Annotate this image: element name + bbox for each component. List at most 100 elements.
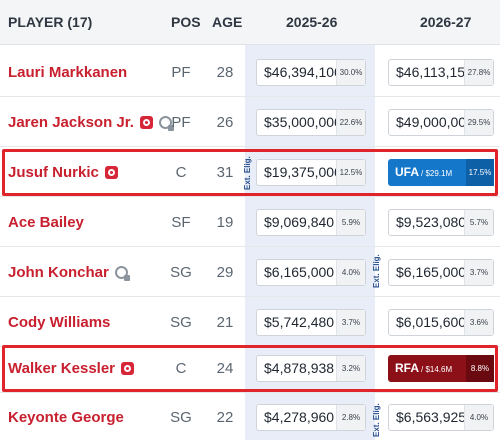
salary-2025-26: $46,394,100 30.0% [256,59,366,86]
cap-percent: 4.0% [464,405,493,430]
player-link[interactable]: Lauri Markkanen [8,64,128,81]
header-age[interactable]: AGE [212,14,243,30]
cap-percent: 3.7% [464,260,493,285]
position: PF [171,114,191,131]
injury-icon[interactable] [114,266,130,281]
player-name-cell: Keyonte George [8,393,124,442]
salary-2026-27: $6,165,000 3.7% [388,259,494,286]
player-name-cell: Jaren Jackson Jr. [8,98,174,147]
salary-2026-27: $49,000,000 29.5% [388,109,494,136]
table-row: Keyonte George SG 22 $4,278,960 2.8% Ext.… [0,393,500,440]
header-player[interactable]: PLAYER (17) [8,14,93,30]
player-link[interactable]: John Konchar [8,264,109,281]
table-row: Ace Bailey SF 19 $9,069,840 5.9% $9,523,0… [0,198,500,247]
position: C [175,164,187,181]
table-row: Jaren Jackson Jr. PF 26 $35,000,000 22.6%… [0,98,500,147]
cap-percent: 2.8% [336,405,365,430]
table-header: PLAYER (17) POS AGE 2025-26 2026-27 [0,0,500,45]
trade-tag-icon[interactable] [104,166,118,179]
age: 26 [216,114,234,131]
player-name-cell: Cody Williams [8,298,110,347]
position: SF [171,214,191,231]
player-name-cell: John Konchar [8,248,130,297]
table-row: Lauri Markkanen PF 28 $46,394,100 30.0% $… [0,48,500,97]
player-name-cell: Ace Bailey [8,198,84,247]
cap-percent: 4.0% [336,260,365,285]
salary-2025-26: $19,375,000 12.5% [256,159,366,186]
age: 29 [216,264,234,281]
salary-2025-26: $4,878,938 3.2% [256,355,366,382]
fa-cap-hold: / $29.1M [421,169,453,178]
cap-percent: 8.8% [466,355,494,382]
age: 31 [216,164,234,181]
position: SG [170,409,192,426]
fa-type: UFA [395,165,419,179]
position: SG [170,264,192,281]
table-row: Jusuf Nurkic C 31 Ext. Elig. $19,375,000… [0,148,500,197]
player-link[interactable]: Walker Kessler [8,360,116,377]
salary-2026-27: $46,113,154 27.8% [388,59,494,86]
table-row: John Konchar SG 29 $6,165,000 4.0% Ext. E… [0,248,500,297]
salary-amount: $46,113,154 [396,64,473,80]
cap-percent: 17.5% [466,159,494,186]
player-name-cell: Jusuf Nurkic [8,148,118,197]
table-row: Walker Kessler C 24 $4,878,938 3.2% RFA / … [0,344,500,393]
extension-eligible-badge: Ext. Elig. [372,254,381,288]
age: 24 [216,360,234,377]
table-row: Cody Williams SG 21 $5,742,480 3.7% $6,01… [0,298,500,347]
cap-percent: 29.5% [464,110,493,135]
salary-2025-26: $4,278,960 2.8% [256,404,366,431]
salary-amount: $5,742,480 [264,314,335,330]
header-pos[interactable]: POS [171,14,201,30]
fa-cap-hold: / $14.6M [421,365,453,374]
salary-amount: $6,165,000 [264,264,335,280]
position: PF [171,64,191,81]
salary-amount: $4,278,960 [264,409,335,425]
salary-amount: $46,394,100 [264,64,342,80]
salary-amount: $9,069,840 [264,214,335,230]
cap-percent: 30.0% [336,60,365,85]
cap-percent: 3.7% [336,310,365,335]
salary-amount: $6,015,600 [396,314,467,330]
salary-2025-26: $35,000,000 22.6% [256,109,366,136]
salary-2026-27: $6,015,600 3.6% [388,309,494,336]
cap-percent: 3.6% [464,310,493,335]
injury-icon[interactable] [158,116,174,131]
extension-eligible-badge: Ext. Elig. [372,403,381,437]
position: C [175,360,187,377]
player-link[interactable]: Ace Bailey [8,214,84,231]
salary-2025-26: $6,165,000 4.0% [256,259,366,286]
salary-amount: $4,878,938 [264,360,335,376]
cap-percent: 3.2% [336,356,365,381]
ufa-badge[interactable]: UFA / $29.1M 17.5% [388,159,494,186]
salary-2026-27: $6,563,925 4.0% [388,404,494,431]
header-2026-27[interactable]: 2026-27 [420,14,472,30]
fa-type: RFA [395,361,419,375]
position: SG [170,314,192,331]
cap-percent: 22.6% [336,110,365,135]
row-highlight-outline [2,345,498,392]
salary-amount: $19,375,000 [264,164,342,180]
row-highlight-outline [2,149,498,196]
salary-amount: $6,165,000 [396,264,467,280]
salary-amount: $9,523,080 [396,214,467,230]
header-2025-26[interactable]: 2025-26 [286,14,338,30]
cap-percent: 12.5% [336,160,365,185]
trade-tag-icon[interactable] [139,116,153,129]
trade-tag-icon[interactable] [121,362,135,375]
salary-2025-26: $9,069,840 5.9% [256,209,366,236]
age: 21 [216,314,234,331]
player-link[interactable]: Jusuf Nurkic [8,164,99,181]
salary-amount: $6,563,925 [396,409,467,425]
rfa-badge[interactable]: RFA / $14.6M 8.8% [388,355,494,382]
salary-2025-26: $5,742,480 3.7% [256,309,366,336]
age: 22 [216,409,234,426]
player-name-cell: Lauri Markkanen [8,48,127,97]
age: 28 [216,64,234,81]
player-link[interactable]: Jaren Jackson Jr. [8,114,134,131]
player-link[interactable]: Cody Williams [8,314,111,331]
player-link[interactable]: Keyonte George [8,409,124,426]
salary-amount: $35,000,000 [264,114,342,130]
salary-amount: $49,000,000 [396,114,474,130]
player-name-cell: Walker Kessler [8,344,135,393]
